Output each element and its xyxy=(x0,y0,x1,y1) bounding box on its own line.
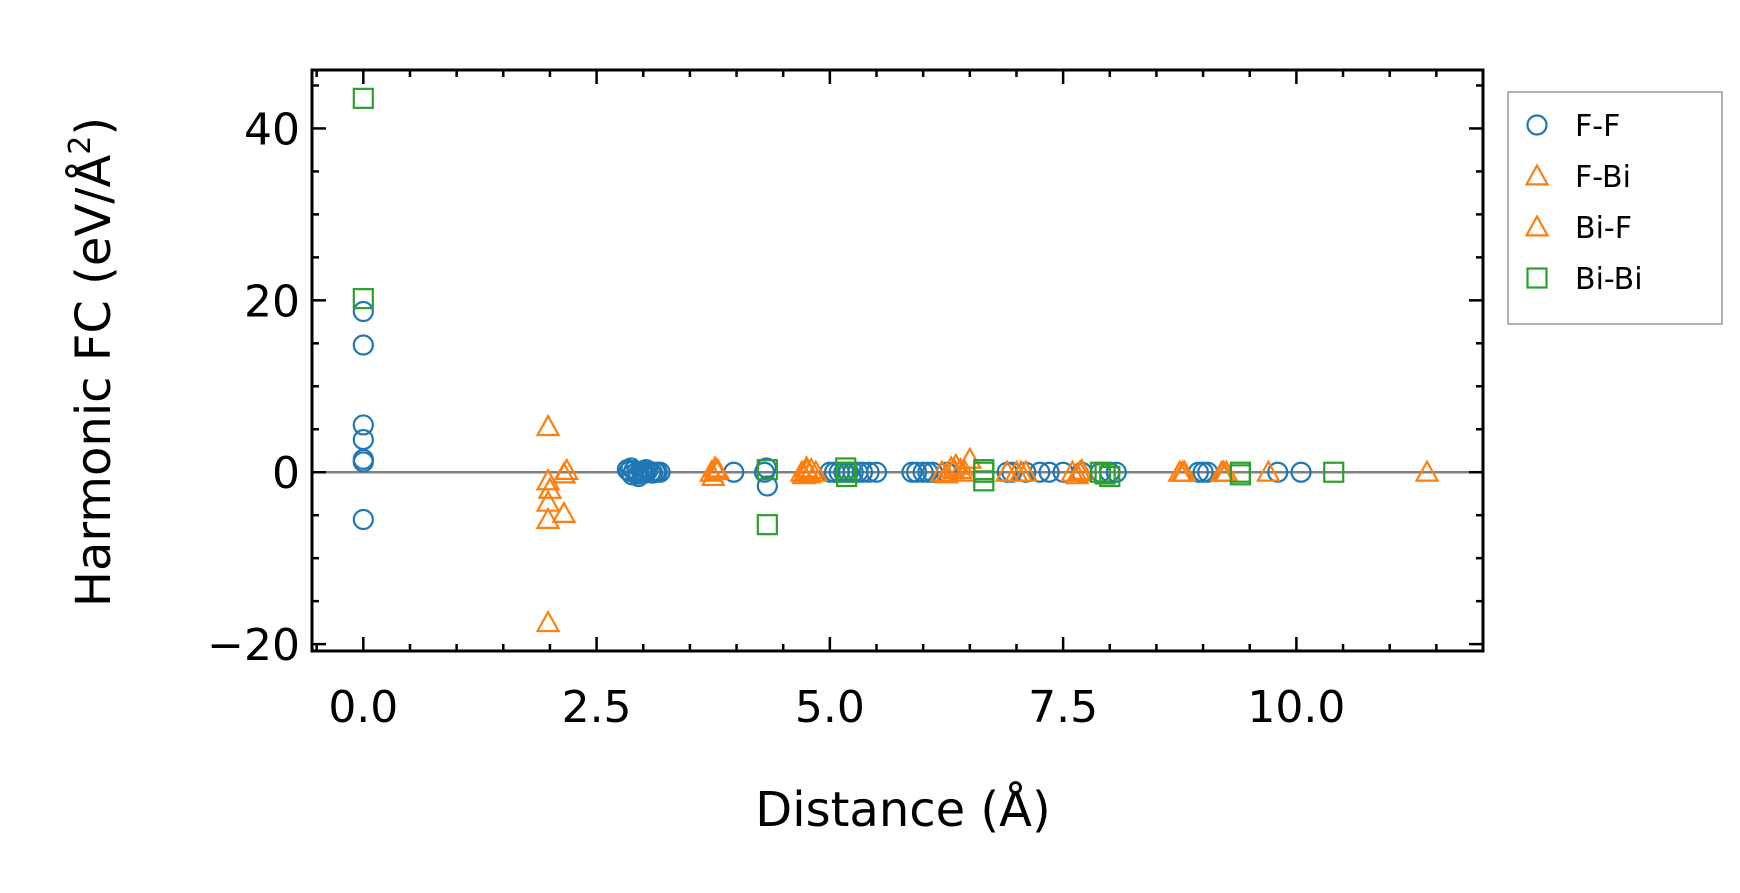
y-tick-labels: −20 0 20 40 xyxy=(207,104,300,671)
y-tick-label: 40 xyxy=(244,104,300,155)
data-point-bi-bi xyxy=(352,87,374,109)
series-f-f xyxy=(352,300,1312,531)
data-point-bi-f xyxy=(941,456,967,480)
y-axis-label: Harmonic FC (eV/Å2) xyxy=(63,117,122,607)
plot-frame xyxy=(310,68,1485,653)
y-axis-label-close: ) xyxy=(66,117,122,136)
legend-label: Bi-F xyxy=(1575,211,1632,246)
legend-marker-f-bi xyxy=(1524,163,1550,186)
data-point-f-f xyxy=(635,459,657,481)
data-point-f-bi xyxy=(1414,459,1440,482)
data-point-bi-bi xyxy=(1229,464,1252,486)
data-point-f-f xyxy=(1038,461,1060,483)
data-point-f-bi xyxy=(535,413,561,437)
x-tick-label: 5.0 xyxy=(795,682,865,733)
data-point-f-bi xyxy=(1256,459,1281,482)
data-point-bi-f xyxy=(537,476,563,499)
legend-marker-bi-bi xyxy=(1526,267,1548,289)
data-point-f-f xyxy=(352,451,374,473)
legend-marker-bi-f xyxy=(1524,214,1550,237)
data-point-f-bi xyxy=(957,446,983,469)
data-point-f-f xyxy=(352,414,374,436)
legend-item-f-f: F-F xyxy=(1526,109,1620,144)
data-point-bi-f xyxy=(1067,459,1093,482)
data-point-f-f xyxy=(1105,461,1127,483)
data-point-bi-f xyxy=(795,457,820,481)
data-point-bi-bi xyxy=(973,470,995,492)
data-point-bi-bi xyxy=(352,288,374,310)
data-point-bi-f xyxy=(703,456,729,480)
x-tick-label: 2.5 xyxy=(562,682,632,733)
x-tick-labels: 0.0 2.5 5.0 7.5 10.0 xyxy=(328,682,1345,733)
data-point-bi-bi xyxy=(1094,463,1116,485)
data-points xyxy=(352,87,1440,633)
legend-label: F-F xyxy=(1575,109,1620,144)
data-point-bi-f xyxy=(554,457,580,481)
legend-item-bi-bi: Bi-Bi xyxy=(1526,262,1643,297)
legend-item-f-bi: F-Bi xyxy=(1524,160,1631,195)
legend-item-bi-f: Bi-F xyxy=(1524,211,1632,246)
data-point-bi-f xyxy=(1008,459,1034,482)
data-point-f-f xyxy=(352,428,374,451)
x-tick-label: 7.5 xyxy=(1028,682,1098,733)
series-bi-bi xyxy=(352,87,1345,536)
data-point-f-f xyxy=(1029,461,1051,483)
data-point-bi-bi xyxy=(1099,465,1121,488)
data-point-f-bi xyxy=(535,506,561,530)
plot-area xyxy=(312,87,1483,633)
data-point-bi-bi xyxy=(836,465,858,488)
data-point-f-f xyxy=(649,461,671,483)
series-f-bi xyxy=(535,413,1440,633)
data-point-f-f xyxy=(352,508,374,531)
legend-label: Bi-Bi xyxy=(1575,262,1643,297)
data-point-f-bi xyxy=(803,459,829,482)
data-point-f-f xyxy=(1290,461,1312,483)
data-point-bi-bi xyxy=(756,459,778,481)
series-bi-f xyxy=(537,456,1236,499)
data-point-f-bi xyxy=(535,468,561,491)
y-tick-label: 20 xyxy=(244,276,300,327)
data-point-bi-f xyxy=(1211,459,1236,482)
data-point-bi-bi xyxy=(1323,461,1345,483)
data-point-f-f xyxy=(352,334,374,356)
x-axis-label: Distance (Å) xyxy=(755,781,1050,838)
data-point-f-bi xyxy=(535,609,561,633)
data-point-f-f xyxy=(851,461,874,483)
data-point-f-bi xyxy=(1064,462,1090,485)
data-point-f-f xyxy=(352,300,374,323)
y-tick-label: −20 xyxy=(207,620,300,671)
legend-label: F-Bi xyxy=(1575,160,1631,195)
y-tick-label: 0 xyxy=(272,448,300,499)
x-tick-label: 0.0 xyxy=(328,682,398,733)
legend-marker-f-f xyxy=(1526,114,1548,136)
data-point-f-f xyxy=(627,465,650,488)
data-point-f-f xyxy=(858,461,880,483)
axis-ticks xyxy=(312,70,1483,651)
x-tick-label: 10.0 xyxy=(1247,682,1345,733)
y-axis-label-superscript: 2 xyxy=(63,136,98,155)
data-point-f-f xyxy=(906,461,928,483)
data-point-f-bi xyxy=(551,500,577,523)
y-axis-label-main: Harmonic FC (eV/Å xyxy=(65,155,122,608)
data-point-bi-bi xyxy=(756,514,778,536)
data-point-f-f xyxy=(865,461,888,483)
data-point-bi-f xyxy=(1170,459,1195,482)
legend: F-F F-Bi Bi-F Bi-Bi xyxy=(1507,91,1723,325)
